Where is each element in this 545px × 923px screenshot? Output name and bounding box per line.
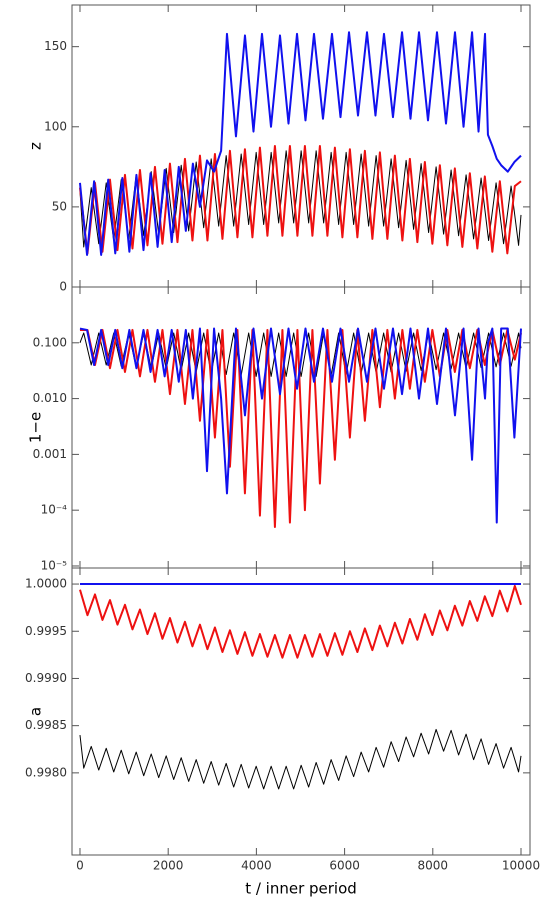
y-axis-title: z	[27, 142, 45, 150]
y-tick-label: 1.0000	[25, 577, 67, 591]
series-line	[79, 728, 522, 790]
y-tick-label: 0.9980	[25, 765, 67, 779]
series-line	[79, 150, 522, 248]
y-tick-label: 0.001	[33, 447, 67, 461]
series-line	[79, 584, 522, 659]
x-tick-label: 10000	[502, 859, 540, 873]
series-line	[79, 327, 522, 524]
y-tick-label: 0.100	[33, 335, 67, 349]
x-tick-label: 4000	[241, 859, 272, 873]
y-tick-label: 10⁻⁴	[41, 503, 68, 517]
y-axis-title: 1−e	[27, 412, 45, 443]
y-tick-label: 100	[44, 119, 67, 133]
x-tick-label: 0	[76, 859, 84, 873]
x-axis-title: t / inner period	[245, 880, 357, 898]
series-line	[78, 145, 522, 255]
series-line	[79, 328, 522, 528]
y-tick-label: 0.010	[33, 391, 67, 405]
y-tick-label: 0.9985	[25, 718, 67, 732]
x-tick-label: 6000	[329, 859, 360, 873]
x-tick-label: 8000	[418, 859, 449, 873]
y-tick-label: 0.9990	[25, 671, 67, 685]
y-tick-label: 150	[44, 39, 67, 53]
frame	[71, 567, 531, 856]
y-tick-label: 0	[59, 280, 67, 294]
y-tick-label: 50	[52, 199, 67, 213]
series-line	[78, 31, 522, 256]
y-axis-title: a	[27, 707, 45, 716]
x-tick-label: 2000	[153, 859, 184, 873]
y-tick-label: 0.9995	[25, 624, 67, 638]
y-tick-label: 10⁻⁵	[41, 558, 68, 572]
